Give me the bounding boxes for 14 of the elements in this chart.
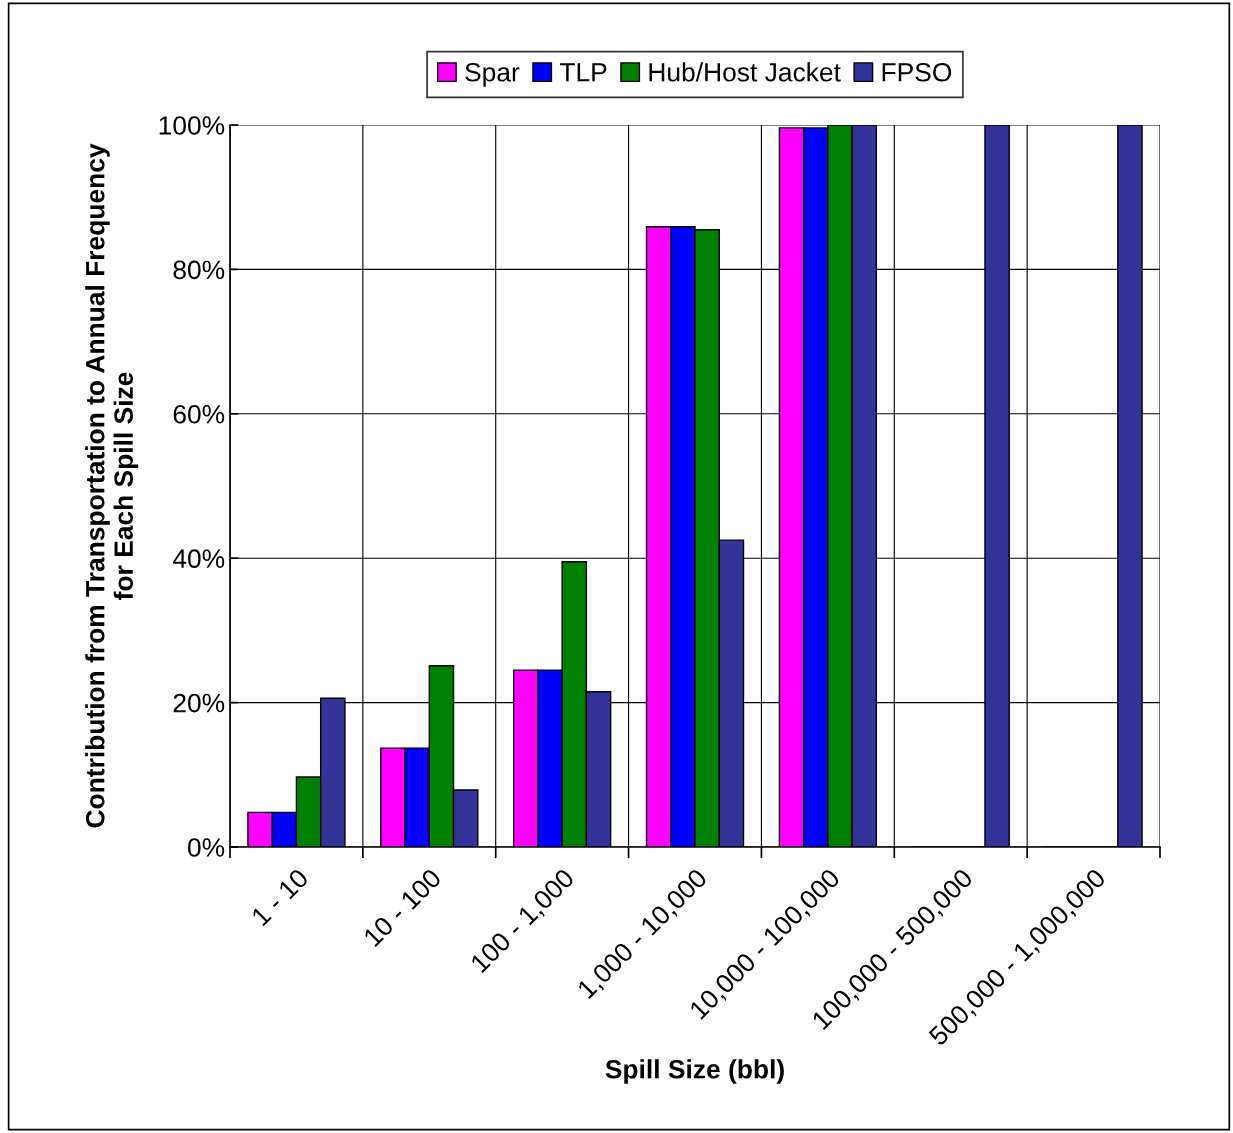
legend-label: FPSO [882, 62, 952, 82]
x-tick-label: 10 - 100 [362, 867, 443, 948]
y-tick-label: 60% [173, 404, 225, 424]
x-tick-label: 1 - 10 [250, 867, 310, 927]
y-axis-title: Contribution from Transportation to Annual Frequency for Each Spill Size [85, 143, 139, 828]
y-tick-label: 40% [172, 549, 225, 569]
y-tick-label: 0% [188, 838, 225, 857]
y-tick-label: 100% [159, 116, 225, 135]
legend-label: Spar [465, 62, 520, 87]
y-tick-label: 20% [173, 693, 225, 713]
x-axis-title: Spill Size (bbl) [605, 1059, 784, 1084]
legend-label: TLP [559, 63, 607, 82]
legend-label: Hub/Host Jacket [649, 62, 841, 82]
y-tick-label: 80% [173, 260, 225, 280]
